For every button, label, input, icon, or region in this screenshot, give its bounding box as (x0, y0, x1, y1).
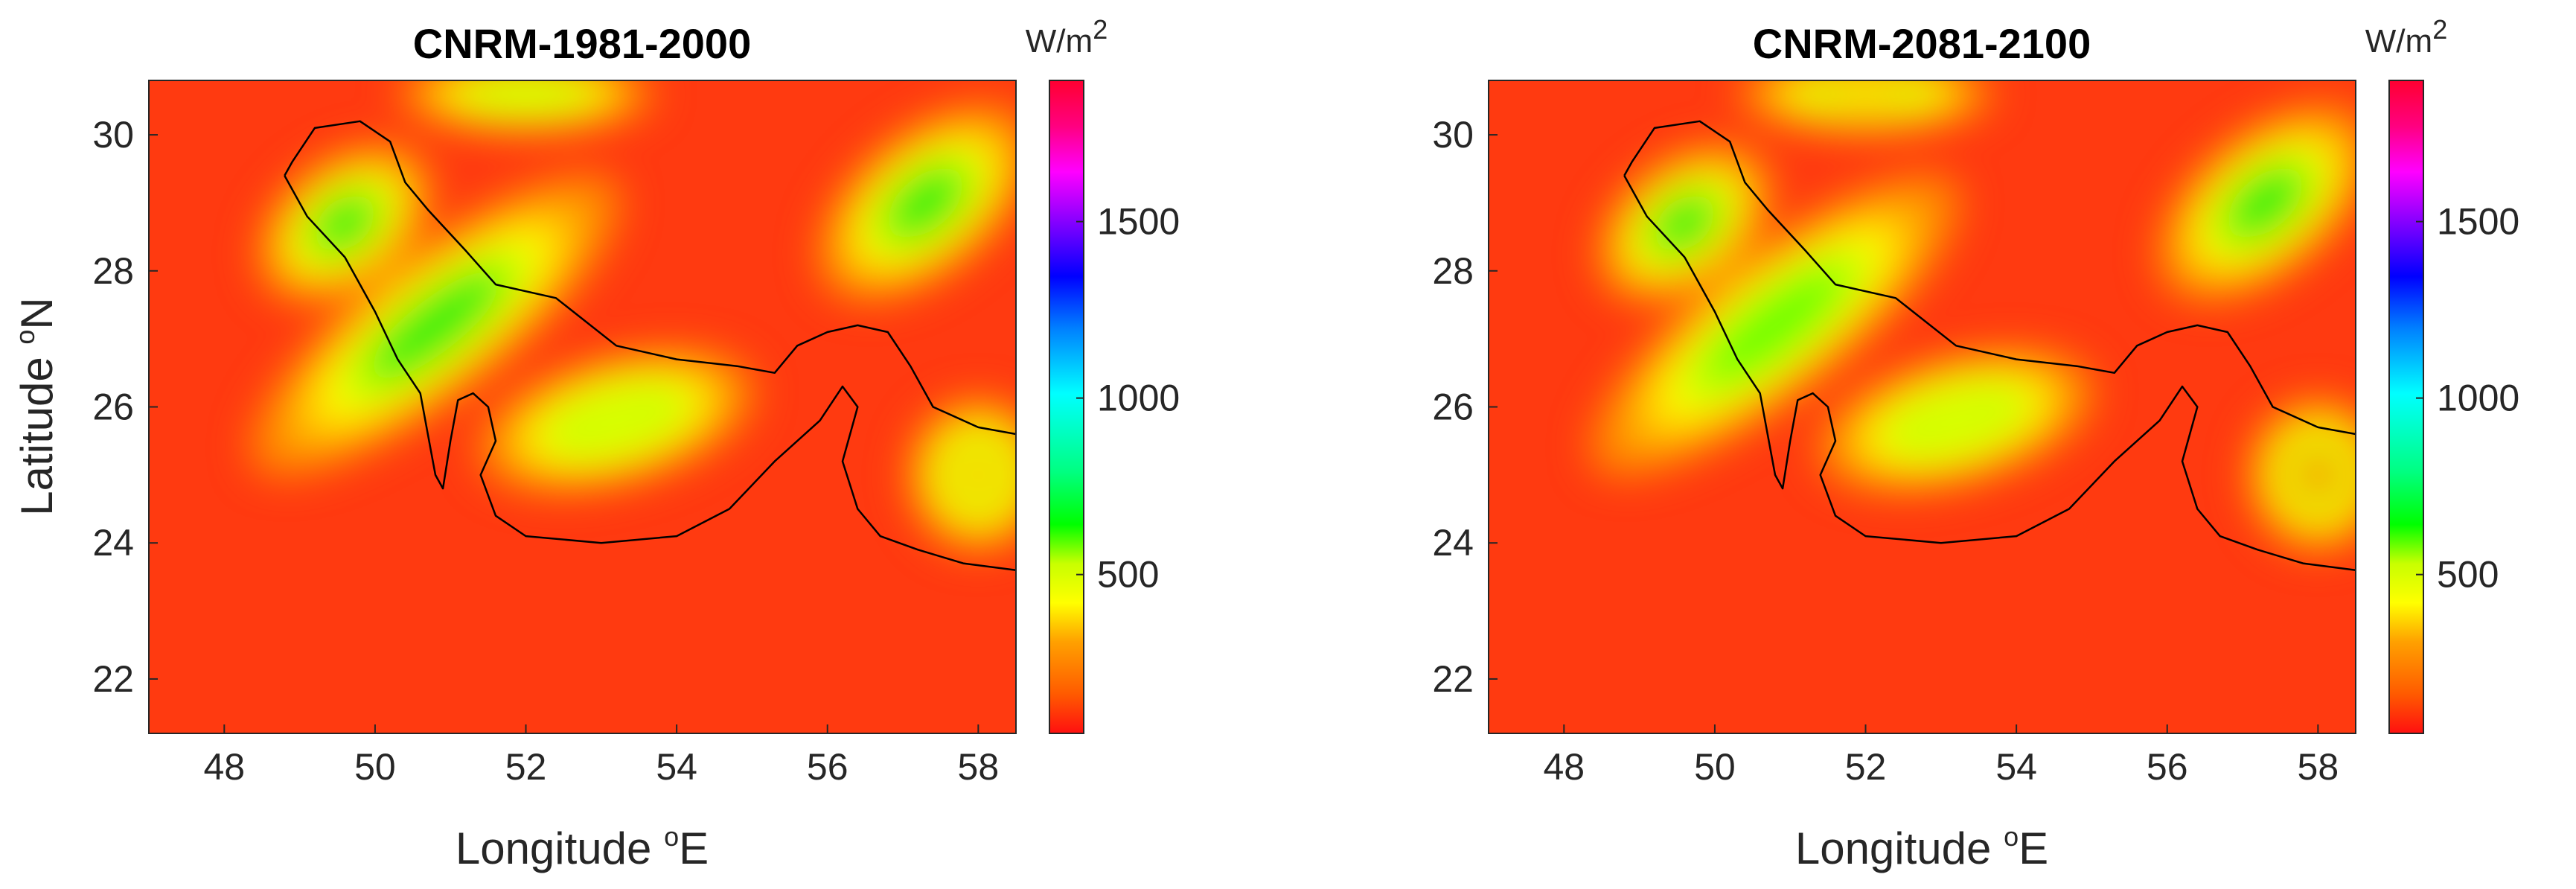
colorbar-tick-label: 500 (2437, 554, 2499, 596)
colorbar: 500 1000 1500 W/m2 (1026, 14, 1180, 734)
hotspot (1816, 348, 2096, 494)
hotspot-contour (2225, 166, 2306, 240)
x-tick-label: 48 (1543, 746, 1585, 788)
hotspot-contour (312, 194, 378, 253)
hotspot-layer (1589, 80, 2356, 552)
colorbar-unit: W/m2 (1026, 14, 1108, 60)
hotspot-contour (1905, 393, 2008, 447)
panel-title: CNRM-2081-2100 (1753, 20, 2091, 67)
coastline-segment (1623, 175, 2356, 571)
colorbar-tick-label: 500 (1097, 554, 1159, 596)
x-tick-label: 54 (656, 746, 697, 788)
hotspot-contour (885, 166, 966, 240)
hotspot (1736, 80, 1995, 133)
plot-area (1489, 80, 2356, 733)
x-tick-label: 58 (958, 746, 1000, 788)
coastline (1623, 120, 2356, 571)
y-tick-label: 28 (92, 250, 134, 292)
hotspot-contour (1706, 269, 1844, 382)
x-tick-label: 50 (354, 746, 396, 788)
y-tick-label: 26 (92, 386, 134, 428)
colorbar-tick-label: 1000 (1097, 377, 1180, 419)
hotspot-contour (2291, 446, 2345, 504)
y-tick-label: 24 (1432, 522, 1474, 564)
x-axis-label: Longitude oE (1795, 821, 2048, 873)
x-tick-labels: 48 50 52 54 56 58 (1543, 724, 2339, 788)
hotspot (2156, 103, 2356, 302)
hotspot (1596, 143, 1774, 304)
map-panel-2081-2100: CNRM-2081-2100 48 50 52 54 56 58 22 24 26 28 30 L… (1432, 14, 2519, 873)
hotspot-contour (1818, 80, 1914, 109)
hotspot-contour (951, 446, 1005, 504)
hotspot (249, 173, 621, 477)
hotspot-contour (478, 80, 574, 109)
y-tick-label: 28 (1432, 250, 1474, 292)
y-tick-label: 22 (92, 658, 134, 700)
plot-area (149, 80, 1016, 733)
colorbar-tick-labels: 500 1000 1500 (1076, 201, 1180, 596)
x-tick-label: 48 (203, 746, 245, 788)
colorbar-tick-labels: 500 1000 1500 (2416, 201, 2519, 596)
colorbar-gradient (2388, 80, 2424, 734)
x-tick-label: 50 (1694, 746, 1736, 788)
hotspot-contour (1652, 194, 1718, 253)
hotspot-layer (249, 80, 1016, 552)
hotspot (2246, 397, 2356, 552)
x-tick-labels: 48 50 52 54 56 58 (203, 724, 999, 788)
colorbar-unit: W/m2 (2365, 14, 2447, 60)
panel-title: CNRM-1981-2000 (413, 20, 751, 67)
y-tick-label: 30 (92, 114, 134, 156)
hotspot (816, 103, 1016, 302)
hotspot-contour (565, 393, 668, 447)
coastline-segment (1623, 120, 2356, 436)
y-tick-label: 22 (1432, 658, 1474, 700)
coastline (284, 120, 1016, 571)
hotspot (256, 143, 434, 304)
x-tick-label: 56 (2147, 746, 2188, 788)
coastline-segment (284, 175, 1016, 571)
colorbar-tick-label: 1500 (1097, 201, 1180, 243)
y-tick-label: 26 (1432, 386, 1474, 428)
y-tick-label: 24 (92, 522, 134, 564)
y-axis-label: Latitude oN (10, 297, 62, 516)
hotspot-contour (366, 269, 504, 382)
colorbar-gradient (1049, 80, 1084, 734)
coastline-segment (284, 120, 1016, 436)
x-tick-label: 54 (1995, 746, 2037, 788)
x-tick-label: 52 (505, 746, 547, 788)
colorbar: 500 1000 1500 W/m2 (2365, 14, 2519, 734)
hotspot (397, 80, 655, 133)
y-tick-labels: 22 24 26 28 30 (92, 114, 158, 700)
x-tick-label: 52 (1845, 746, 1887, 788)
x-axis-label: Longitude oE (456, 821, 709, 873)
x-tick-label: 56 (807, 746, 848, 788)
y-tick-label: 30 (1432, 114, 1474, 156)
x-tick-label: 58 (2298, 746, 2339, 788)
hotspot (1589, 173, 1961, 477)
hotspot (907, 397, 1016, 552)
colorbar-tick-label: 1000 (2437, 377, 2519, 419)
hotspot (476, 348, 756, 494)
colorbar-tick-label: 1500 (2437, 201, 2519, 243)
y-tick-labels: 22 24 26 28 30 (1432, 114, 1498, 700)
map-panel-1981-2000: CNRM-1981-2000 48 50 52 54 56 58 22 24 26 28 30 L… (10, 14, 1180, 873)
